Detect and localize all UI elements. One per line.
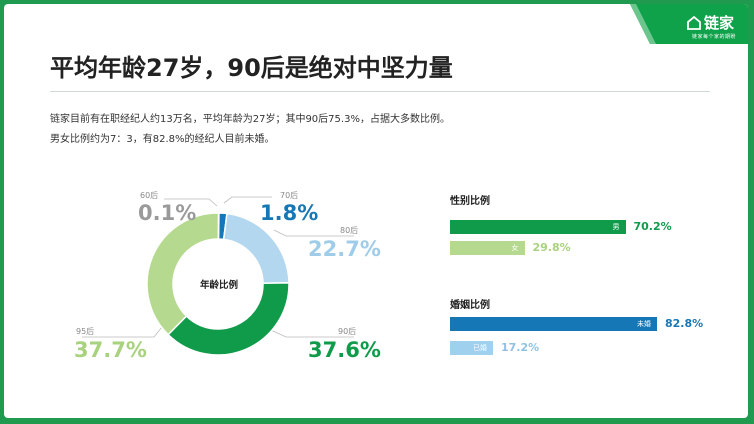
description-line-1: 链家目前有在职经纪人约13万名，平均年龄为27岁；其中90后75.3%，占据大多… xyxy=(50,114,450,125)
slice-90 xyxy=(167,282,290,356)
leader-line-60 xyxy=(164,198,218,207)
brand-logo: 链家 xyxy=(687,12,734,33)
pct-90: 37.6% xyxy=(308,338,381,362)
label-80: 80后 xyxy=(340,226,359,235)
label-60: 60后 xyxy=(140,191,159,200)
bar-female-label: 女 xyxy=(511,244,519,252)
pct-60: 0.1% xyxy=(138,201,197,225)
pct-95: 37.7% xyxy=(74,338,147,362)
value-female: 29.8% xyxy=(532,241,571,254)
value-unmarried: 82.8% xyxy=(665,317,704,330)
leader-line-95 xyxy=(82,321,167,338)
bar-unmarried-label: 未婚 xyxy=(637,320,651,328)
slice-95 xyxy=(146,212,220,336)
label-95: 95后 xyxy=(76,327,95,336)
pct-80: 22.7% xyxy=(308,237,381,261)
brand-slogan: 链家每个家的期盼 xyxy=(691,34,736,40)
bar-married: 已婚 xyxy=(450,341,493,355)
title-divider xyxy=(50,91,710,92)
bar-unmarried: 未婚 xyxy=(450,317,657,331)
house-icon xyxy=(687,15,701,30)
bar-male-label: 男 xyxy=(612,223,620,231)
bar-female: 女 xyxy=(450,241,525,255)
label-90: 90后 xyxy=(338,327,357,336)
leader-line-70 xyxy=(223,196,272,204)
donut-center-label: 年龄比例 xyxy=(200,280,239,291)
value-married: 17.2% xyxy=(501,341,540,354)
value-male: 70.2% xyxy=(633,220,672,233)
leader-line-80 xyxy=(273,229,354,237)
age-donut-chart xyxy=(82,196,354,356)
pct-70: 1.8% xyxy=(260,201,319,225)
gender-section-title: 性别比例 xyxy=(450,196,490,207)
label-70: 70后 xyxy=(280,191,299,200)
brand-name: 链家 xyxy=(703,14,734,32)
slide: 链家 链家每个家的期盼 平均年龄27岁，90后是绝对中坚力量 链家目前有在职经纪… xyxy=(4,4,748,418)
bar-married-label: 已婚 xyxy=(473,344,487,352)
bar-male: 男 xyxy=(450,220,626,234)
marriage-section-title: 婚姻比例 xyxy=(450,300,490,311)
description-line-2: 男女比例约为7：3，有82.8%的经纪人目前未婚。 xyxy=(50,134,275,145)
page-title: 平均年龄27岁，90后是绝对中坚力量 xyxy=(50,54,453,82)
brand-banner xyxy=(630,4,748,44)
